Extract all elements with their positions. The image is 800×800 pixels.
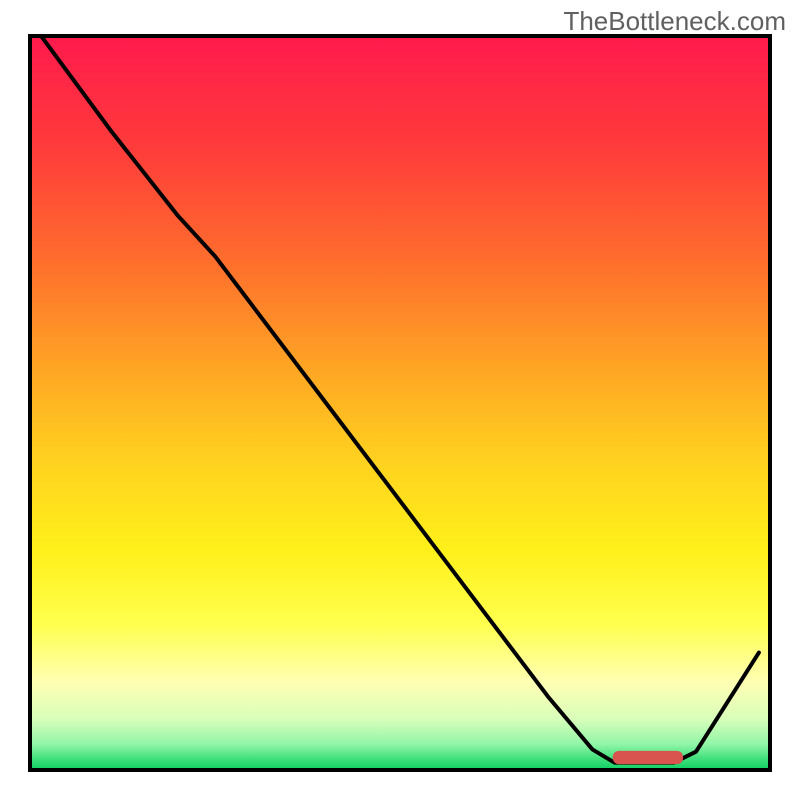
- chart-stage: TheBottleneck.com: [0, 0, 800, 800]
- watermark-text: TheBottleneck.com: [563, 6, 786, 37]
- gradient-background: [30, 36, 770, 770]
- optimal-range-marker: [613, 751, 683, 764]
- bottleneck-curve-chart: [0, 0, 800, 800]
